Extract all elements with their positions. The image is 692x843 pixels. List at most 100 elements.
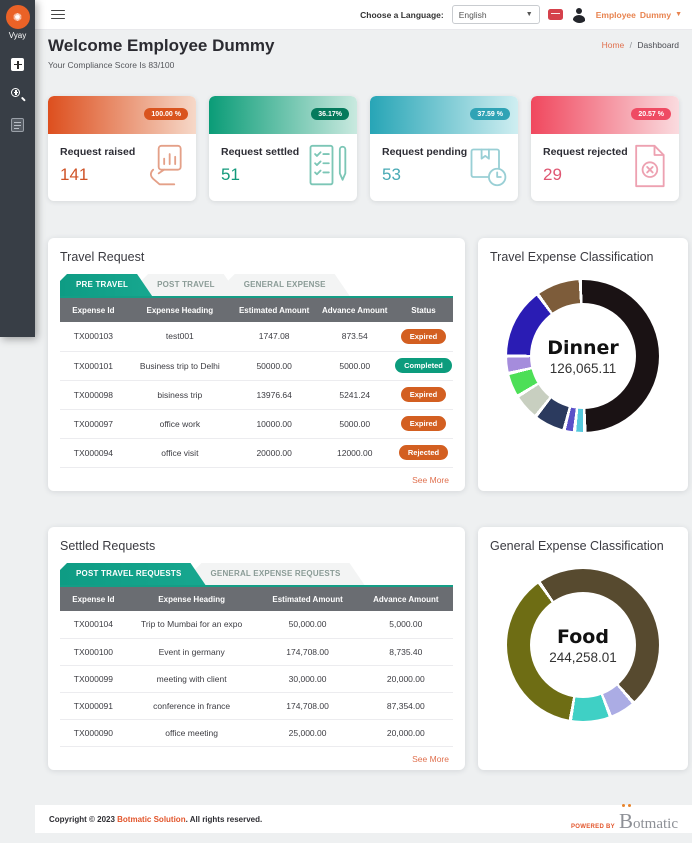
expense-heading: bisiness trip <box>126 380 233 410</box>
copyright-prefix: Copyright © 2023 <box>49 814 118 824</box>
expense-id-link[interactable]: TX000090 <box>60 719 127 747</box>
breadcrumb-home-link[interactable]: Home <box>601 40 625 50</box>
percent-badge: 37.59 % <box>470 108 510 120</box>
table-row[interactable]: TX000103 test001 1747.08 873.54 Expired <box>60 322 453 352</box>
box-clock-icon <box>466 142 510 190</box>
travel-request-panel: Travel Request PRE TRAVEL POST TRAVEL GE… <box>48 238 465 491</box>
report-icon[interactable] <box>11 118 24 132</box>
copyright-text: Copyright © 2023 Botmatic Solution. All … <box>49 815 262 824</box>
estimated-amount: 20000.00 <box>232 438 316 468</box>
expense-id-link[interactable]: TX000098 <box>60 380 127 410</box>
advance-amount: 12000.00 <box>315 438 395 468</box>
tab-pre-travel[interactable]: PRE TRAVEL <box>60 274 152 296</box>
checklist-pen-icon <box>305 142 349 190</box>
user-role: Employee <box>595 9 636 20</box>
page-title: Welcome Employee Dummy <box>48 36 275 55</box>
sidebar: ✺ Vyay <box>0 0 35 337</box>
expense-id-link[interactable]: TX000094 <box>60 438 127 468</box>
table-row[interactable]: TX000098 bisiness trip 13976.64 5241.24 … <box>60 380 453 410</box>
chevron-down-icon: ▼ <box>675 11 682 18</box>
tab-general-expense[interactable]: GENERAL EXPENSE <box>228 274 350 296</box>
see-more-link[interactable]: See More <box>412 474 449 485</box>
estimated-amount: 30,000.00 <box>256 665 359 693</box>
expense-id-link[interactable]: TX000099 <box>60 665 127 693</box>
expense-id-link[interactable]: TX000103 <box>60 322 127 352</box>
footer: Copyright © 2023 Botmatic Solution. All … <box>35 803 692 834</box>
stat-value: 29 <box>543 165 562 184</box>
table-row[interactable]: TX000091 conference in france 174,708.00… <box>60 692 453 720</box>
table-row[interactable]: TX000101 Business trip to Delhi 50000.00… <box>60 351 453 381</box>
breadcrumb-current: Dashboard <box>637 40 679 50</box>
chart-title: Travel Expense Classification <box>490 250 654 264</box>
status-badge: Expired <box>400 416 447 431</box>
column-header: Expense Id <box>60 587 127 611</box>
chart-title: General Expense Classification <box>490 539 664 553</box>
expense-id-link[interactable]: TX000097 <box>60 409 127 439</box>
table-header-row: Expense Id Expense Heading Estimated Amo… <box>60 298 453 322</box>
chat-notification-icon[interactable] <box>547 9 563 20</box>
column-header: Expense Heading <box>126 587 257 611</box>
table-row[interactable]: TX000104 Trip to Mumbai for an expo 50,0… <box>60 611 453 639</box>
powered-by: POWERED BY Botmatic <box>571 803 678 834</box>
expense-id-link[interactable]: TX000104 <box>60 611 127 639</box>
avatar[interactable] <box>570 6 588 23</box>
donut-center-value: 126,065.11 <box>549 360 617 376</box>
column-header: Status <box>394 298 453 322</box>
table-row[interactable]: TX000090 office meeting 25,000.00 20,000… <box>60 719 453 747</box>
column-header: Expense Id <box>60 298 127 322</box>
expense-id-link[interactable]: TX000091 <box>60 692 127 720</box>
language-selected-value: English <box>458 9 487 20</box>
stat-label: Request raised <box>60 146 136 158</box>
expense-id-link[interactable]: TX000101 <box>60 351 127 381</box>
tab-general-expense-requests[interactable]: GENERAL EXPENSE REQUESTS <box>195 563 365 585</box>
stat-card-request-raised[interactable]: 100.00 % Request raised 141 <box>48 96 196 201</box>
stat-card-request-pending[interactable]: 37.59 % Request pending 53 <box>370 96 518 201</box>
botmatic-antenna-icon <box>621 803 631 807</box>
column-header: Advance Amount <box>358 587 453 611</box>
table-header-row: Expense Id Expense Heading Estimated Amo… <box>60 587 453 611</box>
language-select[interactable]: English ▼ <box>451 5 540 24</box>
advance-amount: 873.54 <box>315 322 395 352</box>
compliance-score: Your Compliance Score Is 83/100 <box>48 60 175 70</box>
panel-title: Settled Requests <box>60 539 156 553</box>
stat-cards-row: 100.00 % Request raised 141 36.17% Reque… <box>48 96 679 201</box>
see-more-link[interactable]: See More <box>412 753 449 764</box>
tab-post-travel[interactable]: POST TRAVEL <box>141 274 239 296</box>
stat-value: 51 <box>221 165 240 184</box>
estimated-amount: 13976.64 <box>232 380 316 410</box>
stat-label: Request rejected <box>543 146 628 158</box>
stat-card-request-rejected[interactable]: 20.57 % Request rejected 29 <box>531 96 679 201</box>
table-row[interactable]: TX000099 meeting with client 30,000.00 2… <box>60 665 453 693</box>
status-badge: Completed <box>395 358 452 373</box>
stat-card-request-settled[interactable]: 36.17% Request settled 51 <box>209 96 357 201</box>
percent-badge: 100.00 % <box>144 108 188 120</box>
status-badge: Rejected <box>398 445 449 460</box>
add-icon[interactable] <box>11 58 24 71</box>
stat-card-gradient-header: 37.59 % <box>370 96 518 134</box>
column-header: Estimated Amount <box>232 298 316 322</box>
donut-center-value: 244,258.01 <box>549 649 617 665</box>
expense-heading: conference in france <box>126 692 257 720</box>
tab-post-travel-requests[interactable]: POST TRAVEL REQUESTS <box>60 563 206 585</box>
document-rejected-icon <box>627 142 671 190</box>
stat-label: Request settled <box>221 146 300 158</box>
language-label: Choose a Language: <box>360 9 444 20</box>
settled-requests-tabs: POST TRAVEL REQUESTS GENERAL EXPENSE REQ… <box>60 563 453 587</box>
table-row[interactable]: TX000097 office work 10000.00 5000.00 Ex… <box>60 409 453 439</box>
table-row[interactable]: TX000094 office visit 20000.00 12000.00 … <box>60 438 453 468</box>
hamburger-menu-icon[interactable] <box>51 7 65 22</box>
column-header: Expense Heading <box>126 298 233 322</box>
estimated-amount: 10000.00 <box>232 409 316 439</box>
settled-requests-table: Expense Id Expense Heading Estimated Amo… <box>60 587 453 747</box>
expense-id-link[interactable]: TX000100 <box>60 638 127 666</box>
stat-card-gradient-header: 100.00 % <box>48 96 196 134</box>
hand-chart-icon <box>144 142 188 190</box>
advance-amount: 5241.24 <box>315 380 395 410</box>
user-menu[interactable]: Employee Dummy ▼ <box>596 10 682 20</box>
vyay-logo-icon[interactable]: ✺ <box>5 5 30 29</box>
donut-center-label: Dinner <box>547 336 619 359</box>
table-row[interactable]: TX000100 Event in germany 174,708.00 8,7… <box>60 638 453 666</box>
brand-name: Vyay <box>8 31 27 40</box>
zoom-in-icon[interactable] <box>10 87 25 102</box>
general-expense-classification-card: General Expense Classification Food 244,… <box>478 527 688 770</box>
